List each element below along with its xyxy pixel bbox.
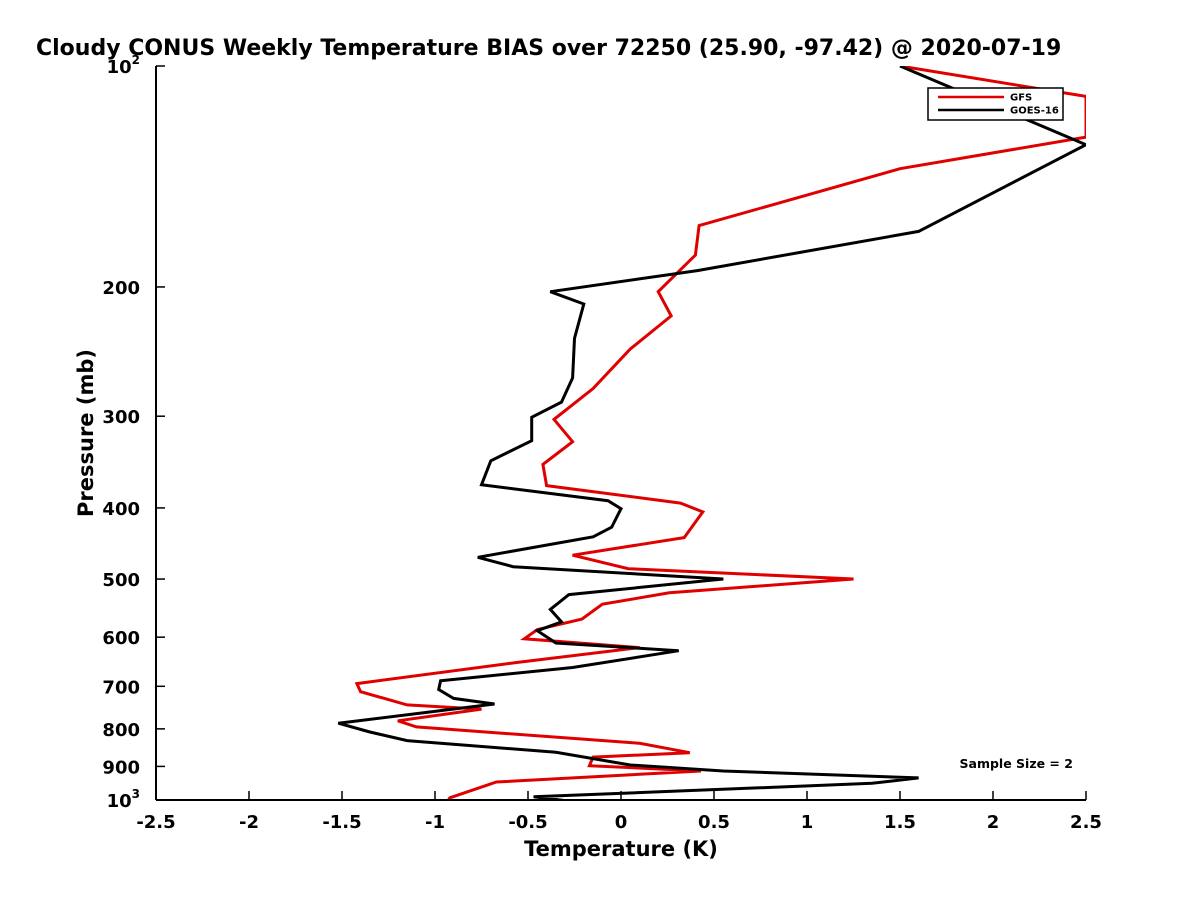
y-tick-label-exponent: 2 [132,53,140,67]
y-tick-label: 500 [102,570,140,591]
x-tick-label: -1 [425,812,445,833]
y-tick-label: 900 [102,757,140,778]
y-tick-label-base: 500 [102,570,140,591]
legend-label: GOES-16 [1010,106,1059,117]
x-axis-title: Temperature (K) [524,837,718,861]
y-tick-label: 800 [102,720,140,741]
x-tick-label: 1.5 [884,812,916,833]
sample-size-annotation: Sample Size = 2 [960,756,1073,771]
y-tick-label-base: 700 [102,677,140,698]
x-tick-label: -2.5 [136,812,175,833]
x-tick-label: -1.5 [322,812,361,833]
y-tick-label: 103 [107,787,140,812]
x-tick-label: -2 [239,812,259,833]
x-axis-ticks: -2.5 -2 -1.5 -1 -0.5 0 0.5 1 1.5 2 2.5 [136,791,1102,833]
legend-box [927,87,1064,121]
series-line-goes-16 [337,66,1086,800]
y-tick-label: 600 [102,628,140,649]
plot-area: -2.5 -2 -1.5 -1 -0.5 0 0.5 1 1.5 2 2.5 10220030040… [102,53,1102,833]
y-tick-label-base: 600 [102,628,140,649]
y-tick-label-base: 200 [102,278,140,299]
x-tick-label: 0 [615,812,628,833]
annotation-layer: Sample Size = 2 [960,756,1073,771]
y-tick-label: 200 [102,278,140,299]
y-tick-label-base: 800 [102,720,140,741]
x-tick-label: 1 [801,812,814,833]
y-tick-label-base: 10 [107,791,132,812]
x-tick-label: 2.5 [1070,812,1102,833]
y-tick-label-base: 900 [102,757,140,778]
y-tick-label-base: 10 [107,57,132,78]
x-tick-label: -0.5 [508,812,547,833]
y-axis-title: Pressure (mb) [74,349,98,517]
chart-title: Cloudy CONUS Weekly Temperature BIAS ove… [36,36,1061,61]
legend-label: GFS [1010,93,1032,104]
series-line-gfs [354,66,1086,800]
y-tick-label: 102 [107,53,140,78]
y-tick-label: 300 [102,407,140,428]
x-tick-label: 2 [987,812,1000,833]
series-layer [337,66,1086,800]
y-tick-label-base: 300 [102,407,140,428]
y-tick-label-base: 400 [102,499,140,520]
y-tick-label-exponent: 3 [132,787,140,801]
x-tick-label: 0.5 [698,812,730,833]
y-tick-label: 700 [102,677,140,698]
y-tick-label: 400 [102,499,140,520]
legend: GFS GOES-16 [927,87,1064,121]
